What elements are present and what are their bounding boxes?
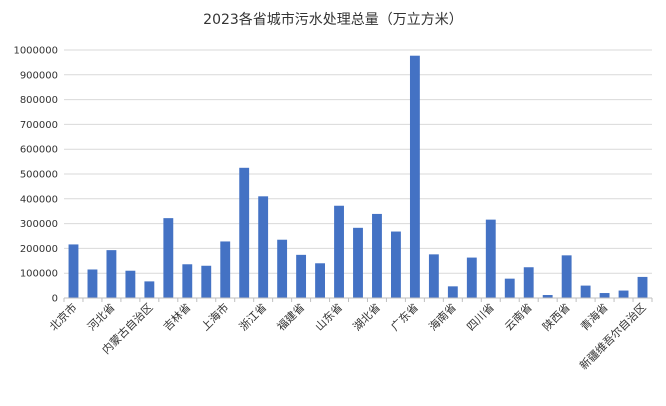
- y-axis-ticks: 0 100000 200000 300000 400000 500000 600000 700…: [13, 46, 58, 305]
- gridlines: [64, 49, 652, 274]
- bar-15: [334, 205, 344, 298]
- x-category-label: 云南省: [502, 301, 535, 334]
- x-category-label: 吉林省: [160, 300, 193, 333]
- bar-24: [504, 278, 515, 298]
- bar-19: [409, 55, 420, 299]
- y-tick-label: 300000: [20, 219, 58, 230]
- bar-22: [466, 257, 477, 298]
- bars: [68, 55, 648, 299]
- bar-30: [618, 290, 629, 298]
- y-tick-label: 400000: [20, 194, 58, 205]
- y-tick-label: 1000000: [13, 46, 58, 57]
- bar-28: [580, 285, 591, 298]
- x-category-label: 新疆维吾尔自治区: [577, 300, 649, 372]
- chart-title: 2023各省城市污水处理总量（万立方米）: [203, 11, 463, 28]
- x-category-label: 河北省: [85, 301, 118, 334]
- x-category-label: 山东省: [313, 301, 346, 334]
- x-category-label: 湖北省: [351, 301, 384, 334]
- y-tick-label: 500000: [20, 170, 58, 181]
- bar-11: [258, 196, 269, 298]
- x-axis: [63, 297, 653, 302]
- bar-12: [277, 239, 288, 298]
- bar-4: [125, 270, 136, 298]
- x-category-label: 福建省: [274, 300, 307, 333]
- bar-2: [87, 269, 98, 298]
- bar-29: [599, 293, 610, 298]
- bar-14: [315, 263, 325, 298]
- bar-9: [220, 241, 231, 298]
- x-category-label: 海南省: [426, 300, 459, 333]
- bar-3: [106, 250, 117, 298]
- bar-7: [182, 264, 193, 298]
- y-tick-label: 200000: [20, 244, 58, 255]
- y-tick-label: 700000: [20, 120, 58, 131]
- y-tick-label: 600000: [20, 145, 58, 156]
- bar-27: [561, 255, 572, 298]
- x-category-label: 浙江省: [237, 301, 270, 334]
- bar-1: [68, 244, 79, 298]
- bar-23: [485, 219, 496, 298]
- x-category-label: 北京市: [46, 300, 79, 333]
- bar-10: [239, 167, 250, 298]
- bar-18: [391, 231, 401, 298]
- y-tick-label: 800000: [20, 95, 58, 106]
- x-category-label: 四川省: [464, 301, 497, 334]
- bar-8: [201, 265, 212, 298]
- bar-21: [447, 286, 458, 298]
- x-category-label: 青海省: [577, 300, 610, 333]
- bar-20: [428, 254, 439, 298]
- y-tick-label: 0: [52, 294, 58, 305]
- bar-6: [163, 218, 174, 298]
- bar-25: [523, 267, 534, 298]
- x-category-label: 上海市: [198, 300, 231, 333]
- x-category-label: 广东省: [388, 301, 421, 334]
- bar-31: [637, 276, 648, 298]
- y-tick-label: 100000: [20, 269, 58, 280]
- bar-5: [144, 281, 155, 298]
- x-axis-labels: 北京市 河北省内蒙古自治区 吉林省 上海市 浙江省 福建省 山东省 湖北省 广东省 海南省 四川省云…: [46, 300, 648, 372]
- bar-13: [296, 254, 307, 298]
- y-tick-label: 900000: [20, 70, 58, 81]
- x-category-label: 陕西省: [540, 300, 573, 333]
- bar-16: [353, 227, 363, 298]
- bar-17: [372, 213, 382, 298]
- bar-26: [542, 295, 553, 298]
